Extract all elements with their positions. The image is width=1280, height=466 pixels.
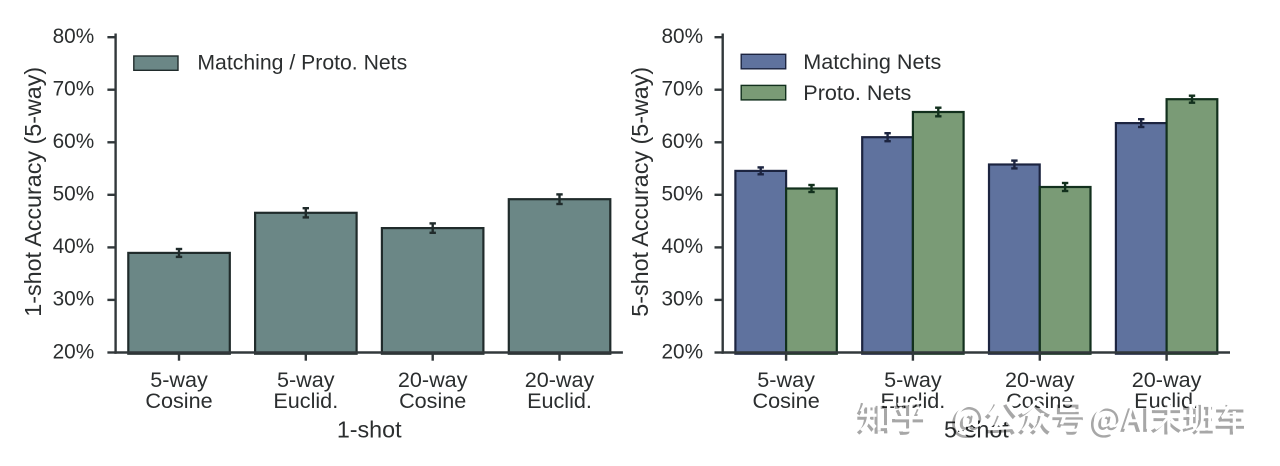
svg-text:80%: 80% [53, 23, 95, 48]
svg-text:Euclid.: Euclid. [273, 388, 338, 413]
svg-text:Euclid.: Euclid. [880, 388, 945, 413]
svg-text:20-way: 20-way [398, 367, 468, 392]
svg-text:30%: 30% [662, 286, 704, 311]
svg-text:60%: 60% [662, 128, 704, 153]
svg-text:20%: 20% [53, 338, 95, 363]
svg-text:20-way: 20-way [1005, 367, 1075, 392]
svg-text:60%: 60% [53, 128, 95, 153]
svg-text:Cosine: Cosine [145, 388, 212, 413]
svg-text:40%: 40% [53, 233, 95, 258]
svg-text:80%: 80% [662, 23, 704, 48]
svg-text:Matching Nets: Matching Nets [803, 49, 941, 74]
svg-text:5-way: 5-way [884, 367, 942, 392]
svg-text:5-shot Accuracy (5-way): 5-shot Accuracy (5-way) [627, 67, 653, 317]
svg-text:Cosine: Cosine [752, 388, 819, 413]
svg-text:30%: 30% [53, 286, 95, 311]
svg-text:5-way: 5-way [757, 367, 815, 392]
svg-text:5-way: 5-way [277, 367, 335, 392]
svg-text:40%: 40% [662, 233, 704, 258]
svg-text:20-way: 20-way [525, 367, 595, 392]
svg-text:5-way: 5-way [150, 367, 208, 392]
svg-text:Matching / Proto. Nets: Matching / Proto. Nets [197, 49, 407, 74]
svg-text:Proto. Nets: Proto. Nets [803, 80, 911, 105]
svg-text:50%: 50% [662, 181, 704, 206]
svg-text:70%: 70% [53, 76, 95, 101]
svg-text:50%: 50% [53, 181, 95, 206]
svg-text:1-shot: 1-shot [337, 417, 402, 443]
svg-text:20%: 20% [662, 338, 704, 363]
svg-text:Euclid.: Euclid. [527, 388, 592, 413]
svg-text:Cosine: Cosine [399, 388, 466, 413]
svg-text:1-shot Accuracy (5-way): 1-shot Accuracy (5-way) [20, 67, 46, 317]
svg-text:70%: 70% [662, 76, 704, 101]
svg-text:20-way: 20-way [1132, 367, 1202, 392]
